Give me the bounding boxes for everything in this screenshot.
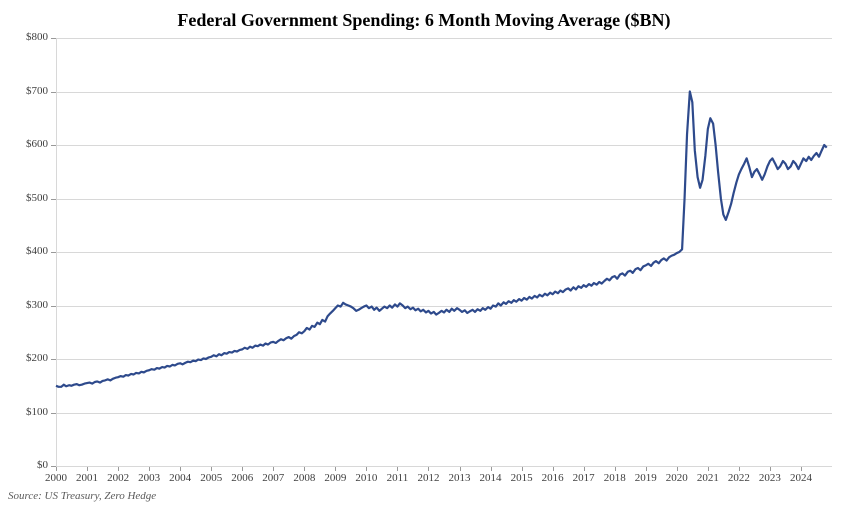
- x-axis-label: 2011: [387, 472, 409, 484]
- x-axis-label: 2004: [169, 472, 191, 484]
- x-axis-label: 2022: [728, 472, 750, 484]
- x-axis-label: 2017: [573, 472, 595, 484]
- series-svg: [56, 38, 832, 466]
- x-axis-label: 2006: [231, 472, 253, 484]
- plot-area: [56, 38, 832, 466]
- x-axis-label: 2016: [542, 472, 564, 484]
- x-axis-label: 2024: [790, 472, 812, 484]
- y-axis-label: $600: [8, 138, 48, 150]
- x-axis-label: 2013: [449, 472, 471, 484]
- x-axis-label: 2012: [417, 472, 439, 484]
- chart-container: Federal Government Spending: 6 Month Mov…: [0, 0, 848, 512]
- y-axis-label: $500: [8, 192, 48, 204]
- x-axis-label: 2000: [45, 472, 67, 484]
- x-axis-label: 2020: [666, 472, 688, 484]
- y-axis-label: $400: [8, 245, 48, 257]
- axis-line: [56, 466, 832, 467]
- chart-source: Source: US Treasury, Zero Hedge: [8, 490, 156, 502]
- chart-title: Federal Government Spending: 6 Month Mov…: [0, 10, 848, 31]
- x-axis-label: 2014: [480, 472, 502, 484]
- x-axis-label: 2003: [138, 472, 160, 484]
- x-axis-label: 2021: [697, 472, 719, 484]
- y-axis-label: $700: [8, 85, 48, 97]
- x-axis-label: 2019: [635, 472, 657, 484]
- x-axis-label: 2007: [262, 472, 284, 484]
- x-axis-label: 2009: [324, 472, 346, 484]
- x-axis-label: 2018: [604, 472, 626, 484]
- y-axis-label: $300: [8, 299, 48, 311]
- x-axis-label: 2002: [107, 472, 129, 484]
- x-axis-label: 2005: [200, 472, 222, 484]
- x-axis-label: 2010: [355, 472, 377, 484]
- x-axis-label: 2015: [511, 472, 533, 484]
- y-axis-label: $100: [8, 406, 48, 418]
- x-axis-label: 2001: [76, 472, 98, 484]
- y-axis-label: $800: [8, 31, 48, 43]
- spending-line: [56, 92, 827, 387]
- y-axis-label: $0: [8, 459, 48, 471]
- x-axis-label: 2008: [293, 472, 315, 484]
- x-axis-label: 2023: [759, 472, 781, 484]
- y-axis-label: $200: [8, 352, 48, 364]
